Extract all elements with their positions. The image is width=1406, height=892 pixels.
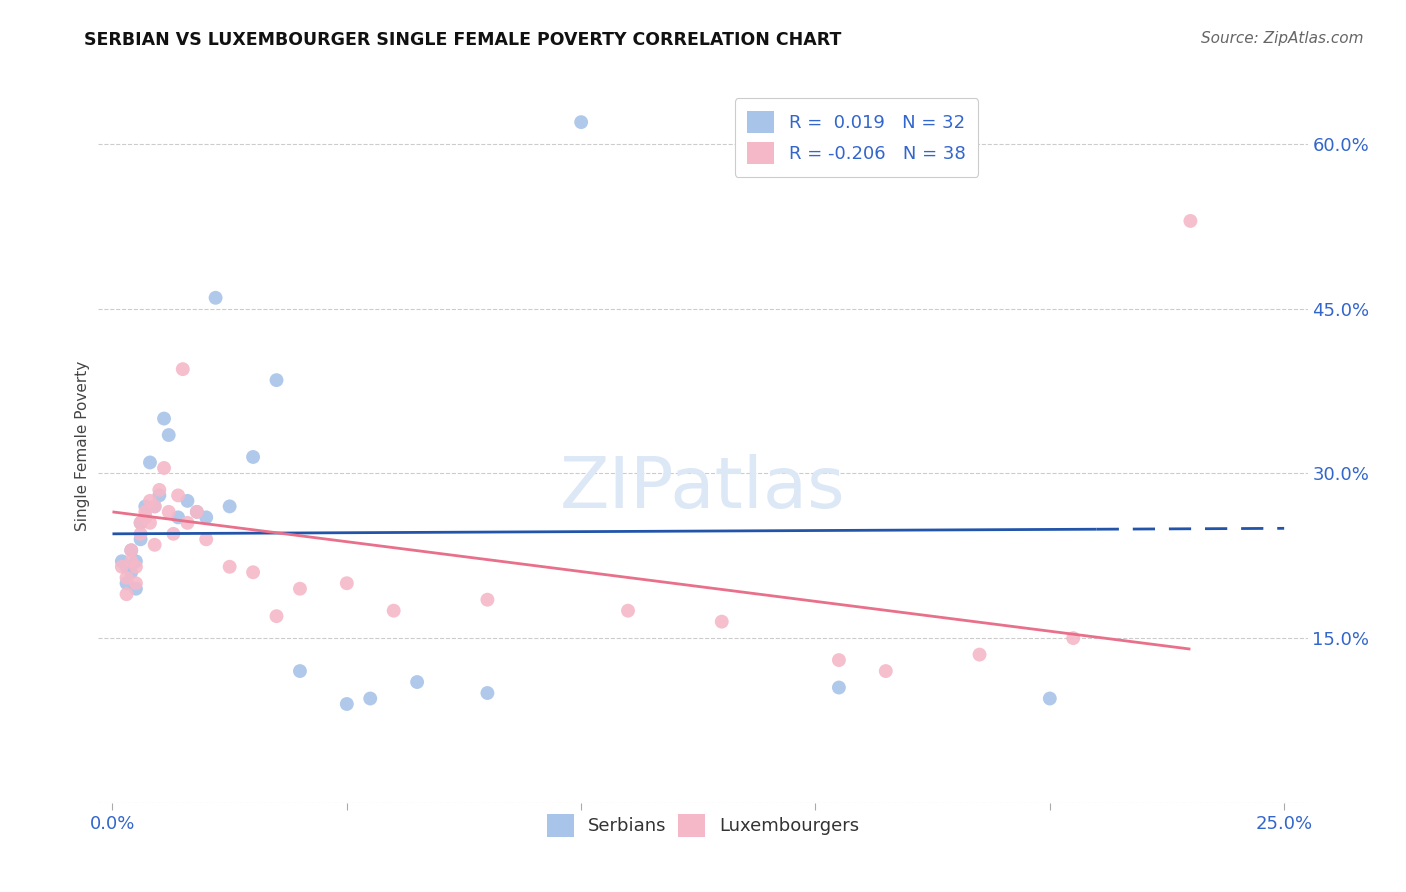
Point [111,559,134,574]
Point [129,516,152,530]
Point [167,488,190,502]
Point [406,675,429,690]
Point [125,582,148,596]
Point [115,587,138,601]
Point [186,505,208,519]
Point [288,664,311,678]
Point [111,554,134,568]
Point [125,576,148,591]
Point [125,559,148,574]
Point [242,566,264,580]
Point [875,664,897,678]
Point [129,516,152,530]
Point [143,500,166,514]
Point [288,582,311,596]
Point [134,500,156,514]
Point [129,533,152,547]
Point [143,500,166,514]
Point [1180,214,1202,228]
Point [569,115,592,129]
Point [266,373,288,387]
Point [120,543,142,558]
Point [129,526,152,541]
Point [134,510,156,524]
Point [336,697,359,711]
Point [153,411,176,425]
Point [1039,691,1062,706]
Point [139,494,162,508]
Point [172,362,194,376]
Point [969,648,991,662]
Text: Source: ZipAtlas.com: Source: ZipAtlas.com [1201,31,1364,46]
Point [148,488,170,502]
Legend: Serbians, Luxembourgers: Serbians, Luxembourgers [540,807,866,844]
Point [242,450,264,464]
Point [204,291,226,305]
Point [115,571,138,585]
Text: ZIPatlas: ZIPatlas [560,454,846,524]
Point [120,554,142,568]
Point [120,566,142,580]
Point [157,505,180,519]
Point [143,538,166,552]
Point [195,510,218,524]
Point [828,653,851,667]
Point [218,559,240,574]
Text: SERBIAN VS LUXEMBOURGER SINGLE FEMALE POVERTY CORRELATION CHART: SERBIAN VS LUXEMBOURGER SINGLE FEMALE PO… [84,31,842,49]
Point [167,510,190,524]
Point [139,516,162,530]
Point [336,576,359,591]
Point [120,543,142,558]
Point [186,505,208,519]
Point [218,500,240,514]
Point [710,615,733,629]
Point [125,554,148,568]
Point [828,681,851,695]
Point [176,516,198,530]
Point [195,533,218,547]
Point [153,461,176,475]
Point [115,576,138,591]
Point [477,686,499,700]
Point [477,592,499,607]
Point [1062,631,1084,645]
Point [617,604,640,618]
Point [382,604,405,618]
Point [359,691,381,706]
Point [176,494,198,508]
Point [134,510,156,524]
Point [139,455,162,469]
Point [157,428,180,442]
Point [162,526,184,541]
Point [134,505,156,519]
Y-axis label: Single Female Poverty: Single Female Poverty [75,361,90,531]
Point [115,559,138,574]
Point [266,609,288,624]
Point [148,483,170,497]
